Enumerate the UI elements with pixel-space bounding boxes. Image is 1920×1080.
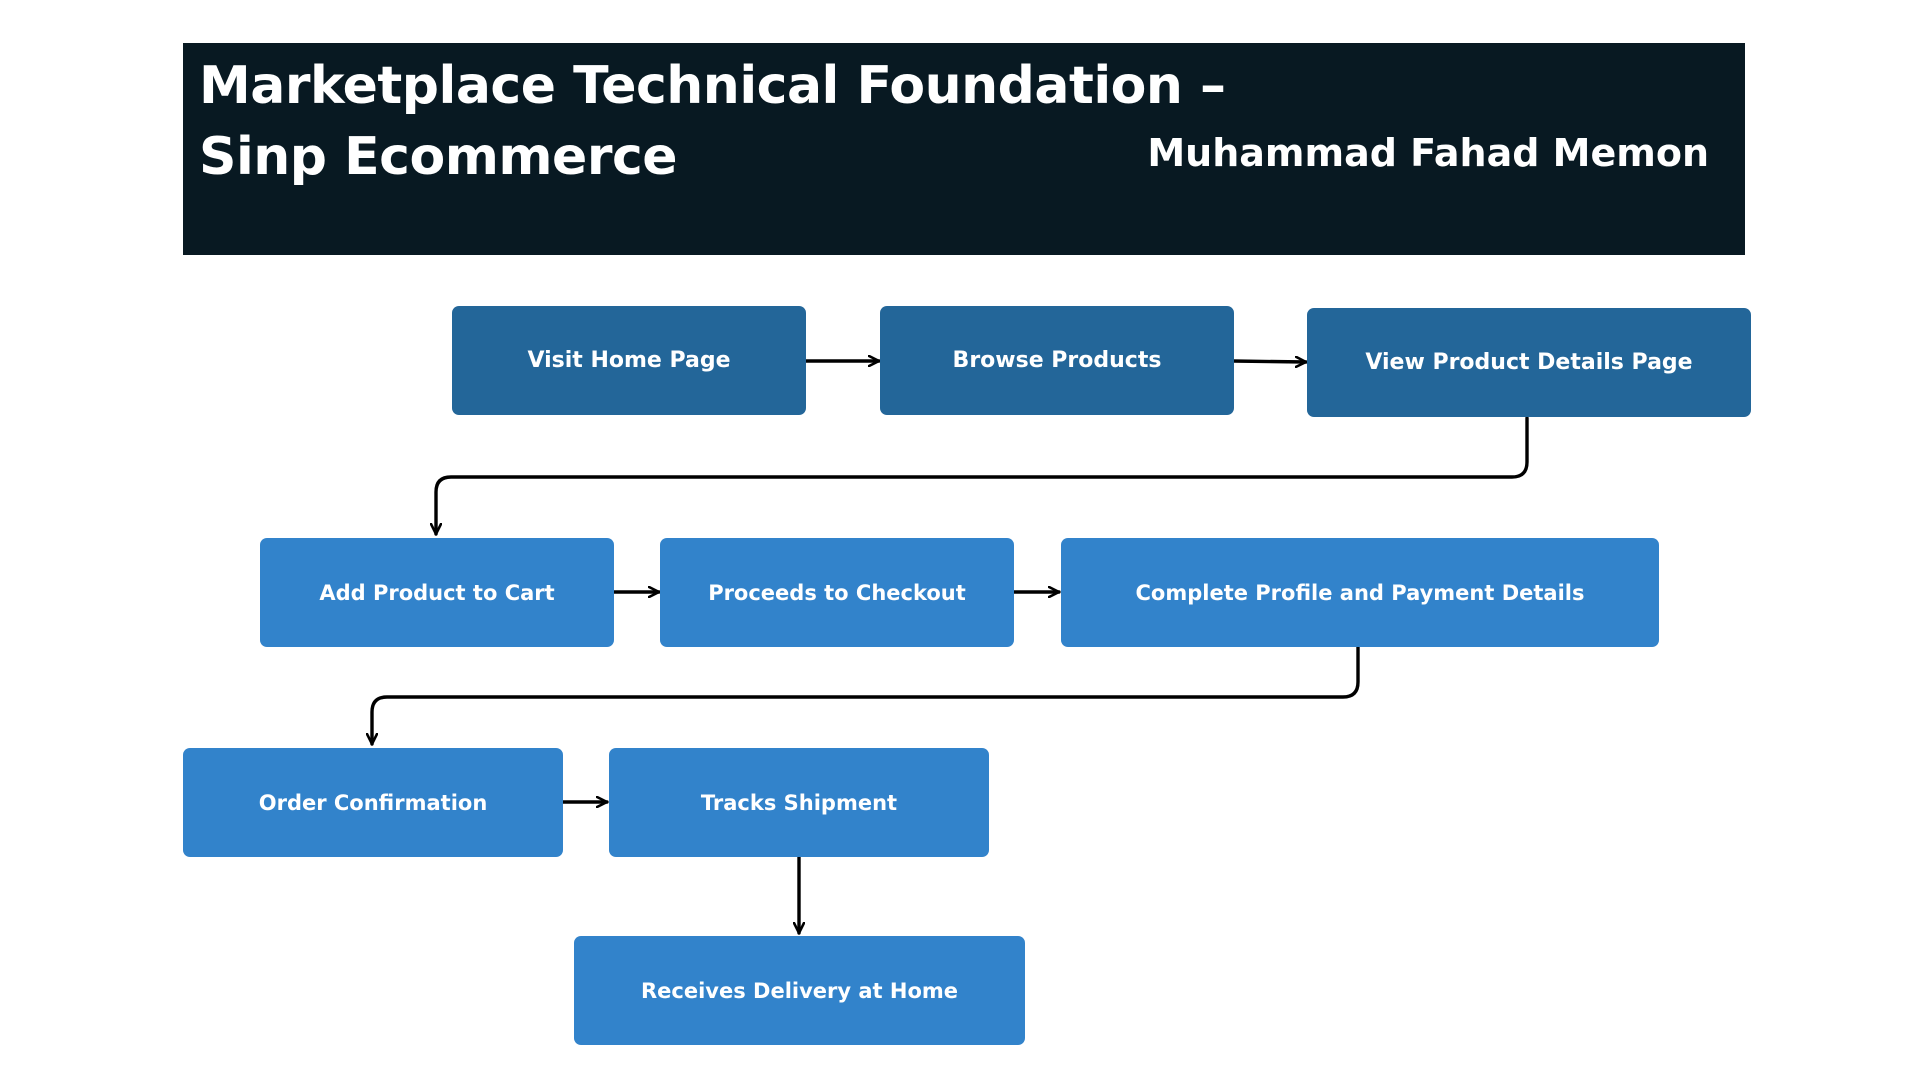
- author-name: Muhammad Fahad Memon: [1147, 131, 1709, 175]
- connector-browse-products-to-view-product-details: [1231, 361, 1308, 362]
- step-visit-home-page[interactable]: Visit Home Page: [452, 306, 806, 415]
- page-title-line-1: Marketplace Technical Foundation –: [199, 56, 1226, 116]
- step-proceeds-to-checkout[interactable]: Proceeds to Checkout: [660, 538, 1014, 647]
- connector-view-product-details-to-add-to-cart: [436, 416, 1529, 536]
- step-view-product-details-page[interactable]: View Product Details Page: [1307, 308, 1751, 417]
- step-browse-products[interactable]: Browse Products: [880, 306, 1234, 415]
- page-title-line-2: Sinp Ecommerce: [199, 127, 678, 187]
- step-add-product-to-cart[interactable]: Add Product to Cart: [260, 538, 614, 647]
- connector-complete-profile-to-order-confirmation: [372, 645, 1360, 746]
- step-complete-profile-and-payment-details[interactable]: Complete Profile and Payment Details: [1061, 538, 1659, 647]
- step-receives-delivery-at-home[interactable]: Receives Delivery at Home: [574, 936, 1025, 1045]
- page-title: Marketplace Technical Foundation – Sinp …: [199, 51, 1226, 193]
- step-order-confirmation[interactable]: Order Confirmation: [183, 748, 563, 857]
- header-banner: Marketplace Technical Foundation – Sinp …: [183, 43, 1745, 255]
- step-tracks-shipment[interactable]: Tracks Shipment: [609, 748, 989, 857]
